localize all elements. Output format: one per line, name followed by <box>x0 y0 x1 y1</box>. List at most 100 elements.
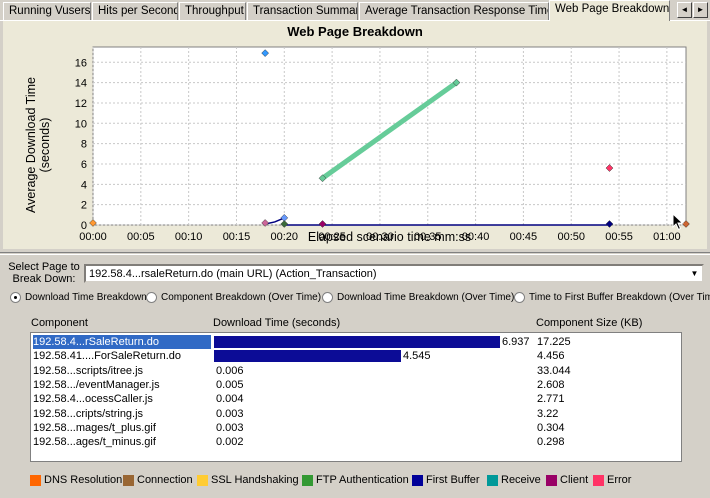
download-time-cell: 0.002 <box>216 436 244 449</box>
chart[interactable]: 0 2 4 6 8 10 12 14 16 00:00 00:05 00:10 00:15 00:20 00… <box>3 21 707 249</box>
page-select-dropdown[interactable]: 192.58.4...rsaleReturn.do (main URL) (Ac… <box>84 264 704 283</box>
component-name-cell: 192.58...ages/t_minus.gif <box>33 436 156 449</box>
tab-average-transaction-response-time[interactable]: Average Transaction Response Time <box>359 2 549 20</box>
tab-web-page-breakdown[interactable]: Web Page Breakdown <box>549 0 670 21</box>
column-header-component[interactable]: Component <box>31 317 88 329</box>
table-header: Component Download Time (seconds) Compon… <box>0 314 710 332</box>
legend-item[interactable]: FTP Authentication <box>302 474 409 486</box>
component-name-cell: 192.58.41....ForSaleReturn.do <box>33 350 181 363</box>
legend-swatch <box>302 474 313 486</box>
tab-scroll-right-button[interactable]: ► <box>693 2 708 18</box>
radio-component-breakdown-over-time[interactable]: Component Breakdown (Over Time) <box>146 292 321 303</box>
legend-item[interactable]: First Buffer <box>412 474 480 486</box>
column-header-download-time[interactable]: Download Time (seconds) <box>213 317 341 329</box>
download-time-cell: 0.003 <box>216 421 244 434</box>
y-tick-label: 0 <box>81 220 87 232</box>
y-tick-label: 16 <box>75 57 87 69</box>
legend-label: Connection <box>137 474 193 486</box>
x-tick-label: 00:45 <box>510 231 538 243</box>
y-tick-label: 14 <box>75 78 87 90</box>
radio-dot[interactable] <box>322 292 333 303</box>
table-row[interactable]: 192.58.41....ForSaleReturn.do 4.545 4.456 <box>31 349 681 363</box>
tab-strip: Running Vusers Hits per Second Throughpu… <box>0 0 710 22</box>
download-time-cell: 0.006 <box>216 364 244 377</box>
legend-item[interactable]: Connection <box>123 474 193 486</box>
component-size-cell: 17.225 <box>537 336 571 348</box>
y-tick-label: 4 <box>81 179 87 191</box>
legend-swatch <box>30 474 41 486</box>
x-tick-label: 00:40 <box>462 231 490 243</box>
download-time-cell: 0.004 <box>216 393 244 406</box>
table-row[interactable]: 192.58.4...rSaleReturn.do 6.937 17.225 <box>31 335 681 349</box>
x-tick-label: 00:05 <box>127 231 155 243</box>
select-page-label: Select Page to Break Down: <box>6 261 82 285</box>
mouse-cursor-icon <box>672 213 684 231</box>
x-tick-label: 00:25 <box>318 231 346 243</box>
legend-swatch <box>487 474 498 486</box>
y-tick-label: 12 <box>75 98 87 110</box>
component-size-cell: 33.044 <box>537 364 571 377</box>
download-time-bar <box>214 350 401 363</box>
radio-dot[interactable] <box>10 292 21 303</box>
table-row[interactable]: 192.58...scripts/itree.js 0.006 33.044 <box>31 364 681 378</box>
radio-time-to-first-buffer-breakdown[interactable]: Time to First Buffer Breakdown (Over Tim… <box>514 292 710 303</box>
tab-running-vusers[interactable]: Running Vusers <box>3 2 91 20</box>
legend-swatch <box>197 474 208 486</box>
y-tick-label: 2 <box>81 200 87 212</box>
column-header-component-size[interactable]: Component Size (KB) <box>536 317 643 329</box>
radio-dot[interactable] <box>146 292 157 303</box>
legend-label: Client <box>560 474 589 486</box>
radio-dot[interactable] <box>514 292 525 303</box>
table-row[interactable]: 192.58...mages/t_plus.gif 0.003 0.304 <box>31 421 681 435</box>
radio-label: Download Time Breakdown <box>25 292 147 303</box>
tab-transaction-summary[interactable]: Transaction Summary <box>247 2 358 20</box>
component-name-cell: 192.58...cripts/string.js <box>33 407 144 420</box>
x-tick-label: 00:50 <box>557 231 585 243</box>
legend-label: Receive <box>501 474 541 486</box>
chart-x-axis-label: Elapsed scenario time mm:ss <box>307 230 472 244</box>
x-tick-label: 00:10 <box>175 231 203 243</box>
table-row[interactable]: 192.58...ages/t_minus.gif 0.002 0.298 <box>31 435 681 449</box>
data-point-marker <box>318 220 327 228</box>
download-time-cell: 0.003 <box>216 407 244 420</box>
component-size-cell: 0.298 <box>537 436 565 449</box>
radio-download-time-breakdown-over-time[interactable]: Download Time Breakdown (Over Time) <box>322 292 514 303</box>
component-name-cell: 192.58...scripts/itree.js <box>33 364 144 377</box>
data-point-marker <box>261 49 270 57</box>
legend-label: Error <box>607 474 632 486</box>
x-tick-label: 00:20 <box>271 231 299 243</box>
x-tick-label: 00:30 <box>366 231 394 243</box>
table-row[interactable]: 192.58...cripts/string.js 0.003 3.22 <box>31 407 681 421</box>
tab-divider <box>0 20 710 21</box>
radio-download-time-breakdown[interactable]: Download Time Breakdown <box>10 292 147 303</box>
component-name-cell: 192.58.../eventManager.js <box>33 378 160 391</box>
legend-item[interactable]: DNS Resolution <box>30 474 122 486</box>
panel-splitter[interactable] <box>0 252 710 255</box>
table-row[interactable]: 192.58.../eventManager.js 0.005 2.608 <box>31 378 681 392</box>
component-table[interactable]: 192.58.4...rSaleReturn.do 6.937 17.225 192.… <box>30 332 682 462</box>
download-time-cell: 6.937 <box>502 336 530 348</box>
tab-throughput[interactable]: Throughput <box>179 2 246 20</box>
chart-panel: Web Page Breakdown Average Download Time… <box>3 21 707 249</box>
legend-swatch <box>593 474 604 486</box>
legend-item[interactable]: Receive <box>487 474 541 486</box>
legend-item[interactable]: Error <box>593 474 631 486</box>
component-size-cell: 2.608 <box>537 378 565 391</box>
data-point-marker <box>605 220 614 228</box>
y-tick-label: 8 <box>81 139 87 151</box>
data-point-marker <box>605 164 614 172</box>
legend-item[interactable]: SSL Handshaking <box>197 474 299 486</box>
table-row[interactable]: 192.58.4...ocessCaller.js 0.004 2.771 <box>31 392 681 406</box>
radio-label: Time to First Buffer Breakdown (Over Tim… <box>529 292 710 303</box>
select-page-label-text: Select Page to Break Down: <box>8 261 80 285</box>
chart-title: Web Page Breakdown <box>287 24 423 39</box>
component-size-cell: 0.304 <box>537 421 565 434</box>
data-point-marker <box>89 219 97 227</box>
chevron-down-icon[interactable]: ▼ <box>690 269 699 278</box>
tab-scroll-left-button[interactable]: ◄ <box>677 2 692 18</box>
tab-hits-per-second[interactable]: Hits per Second <box>92 2 178 20</box>
legend-swatch <box>546 474 557 486</box>
legend-item[interactable]: Client <box>546 474 588 486</box>
y-tick-label: 6 <box>81 159 87 171</box>
component-size-cell: 3.22 <box>537 407 559 420</box>
